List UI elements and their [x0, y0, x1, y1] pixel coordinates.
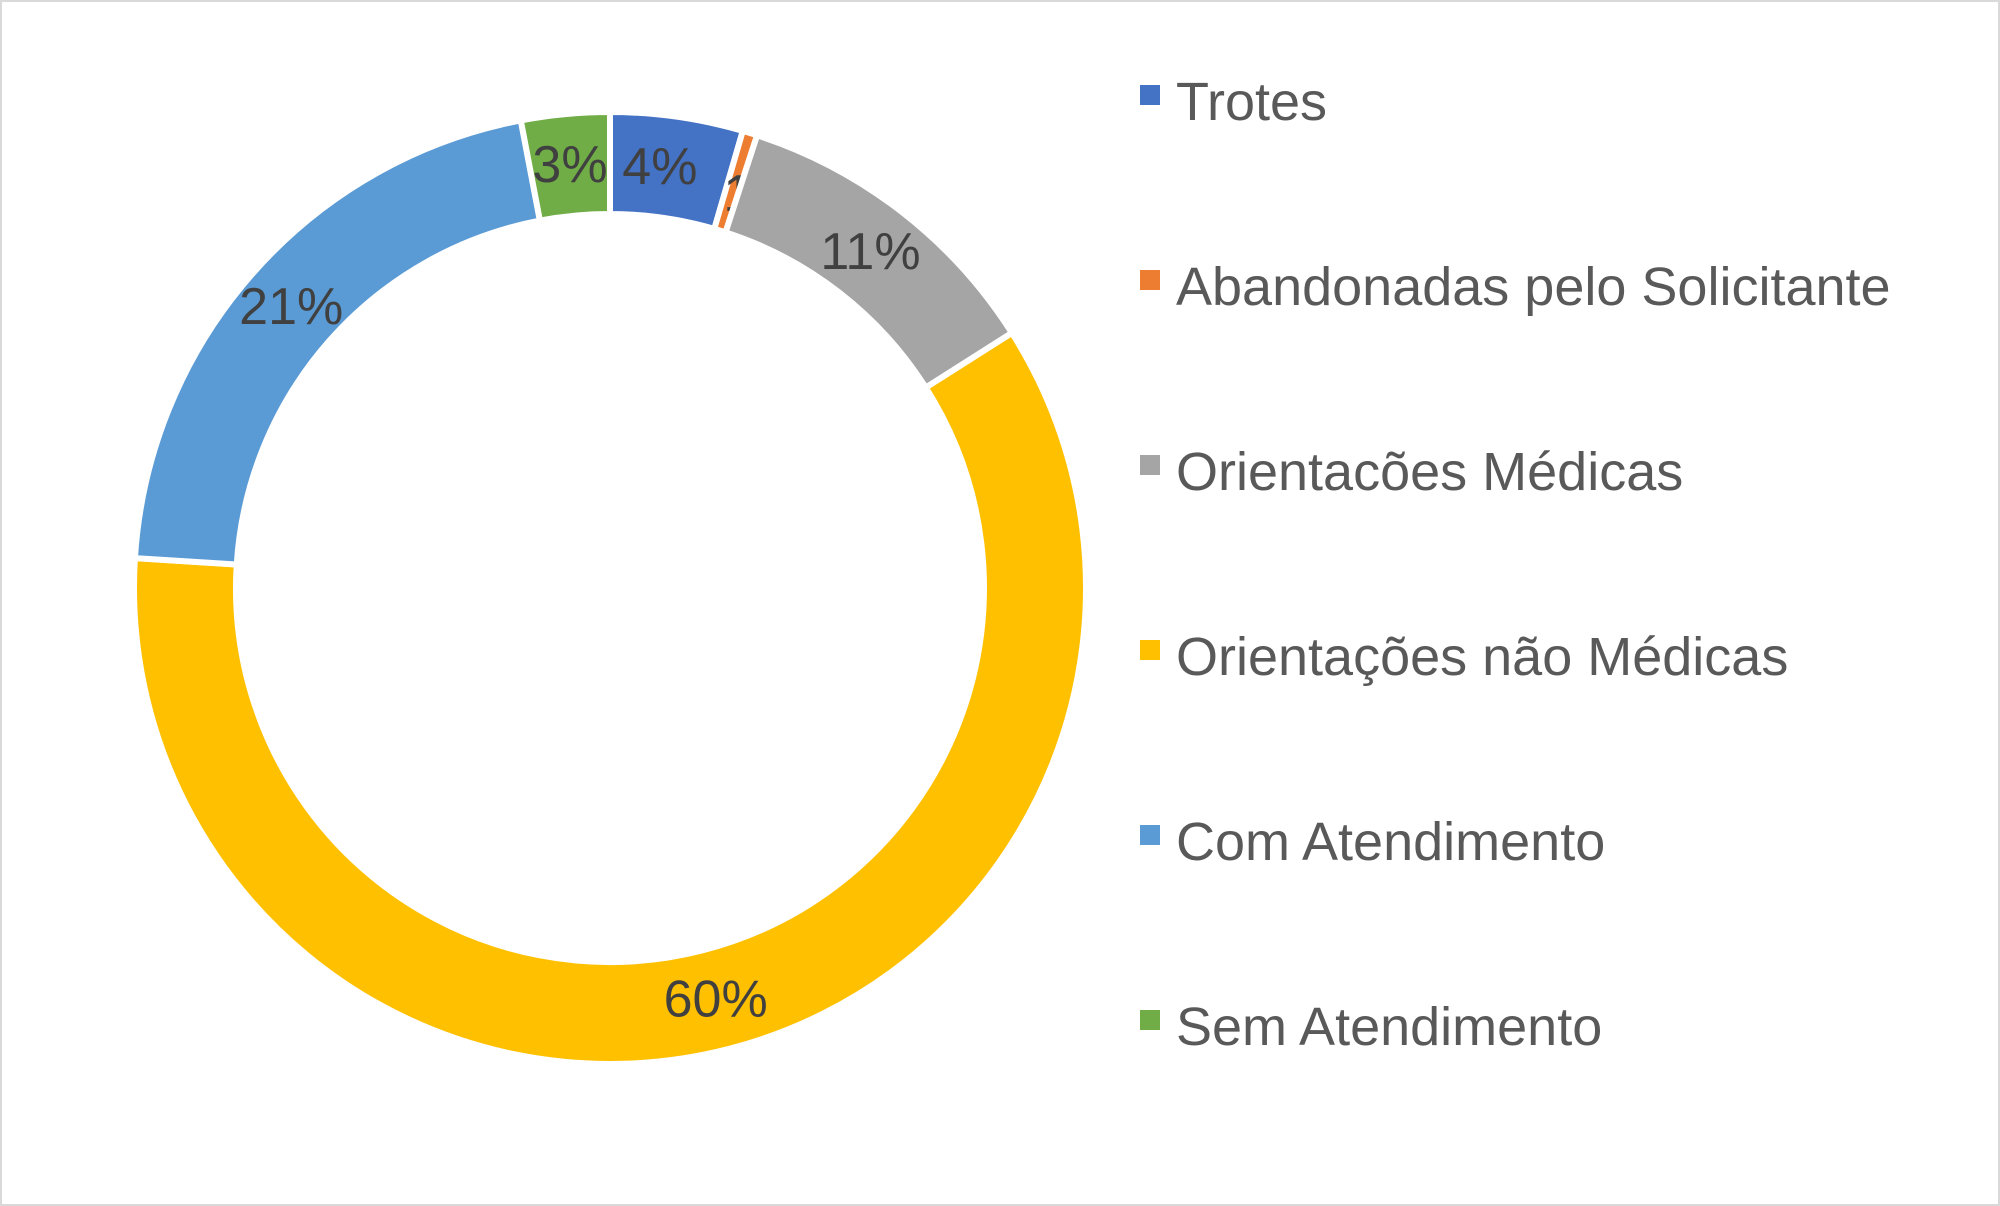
legend-swatch	[1140, 455, 1160, 475]
data-label-orientacoes-medicas: 11%	[820, 223, 920, 281]
legend-label: Sem Atendimento	[1176, 997, 1603, 1057]
donut-chart: 4%1%11%60%21%3%	[131, 108, 1089, 1067]
legend-label: Orientacões Médicas	[1176, 442, 1684, 502]
data-label-com-atendimento: 21%	[239, 278, 343, 336]
legend-label: Orientações não Médicas	[1176, 627, 1789, 687]
legend-label: Com Atendimento	[1176, 812, 1606, 872]
legend-item-orientacoes-nao-medicas: Orientações não Médicas	[1140, 620, 1936, 694]
donut-slice-orientacoes-nao-medicas	[131, 328, 1089, 1067]
legend-swatch	[1140, 85, 1160, 105]
legend-item-abandonadas-pelo-solicitante: Abandonadas pelo Solicitante	[1140, 250, 1936, 324]
legend-swatch	[1140, 640, 1160, 660]
legend-item-com-atendimento: Com Atendimento	[1140, 805, 1936, 879]
data-label-orientacoes-nao-medicas: 60%	[664, 971, 768, 1029]
legend-item-orientacoes-medicas: Orientacões Médicas	[1140, 435, 1936, 509]
legend-item-sem-atendimento: Sem Atendimento	[1140, 990, 1936, 1064]
donut-slice-sem-atendimento	[517, 108, 613, 225]
legend-label: Trotes	[1176, 72, 1328, 132]
legend-swatch	[1140, 1010, 1160, 1030]
legend-swatch	[1140, 825, 1160, 845]
legend-label: Abandonadas pelo Solicitante	[1176, 257, 1891, 317]
legend-item-trotes: Trotes	[1140, 65, 1936, 139]
donut-slice-com-atendimento	[131, 116, 544, 568]
data-label-trotes: 4%	[622, 138, 697, 196]
legend-swatch	[1140, 270, 1160, 290]
data-label-sem-atendimento: 3%	[532, 136, 607, 194]
chart-legend: Trotes Abandonadas pelo Solicitante Orient…	[1140, 0, 1980, 1206]
